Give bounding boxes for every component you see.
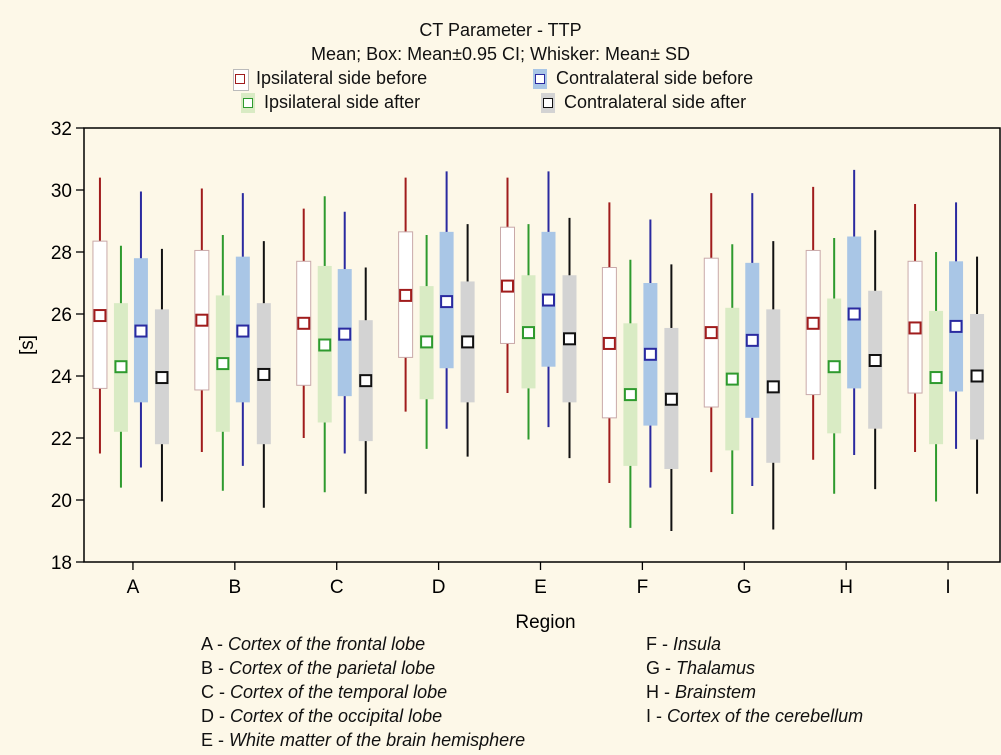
region-code: H - bbox=[646, 682, 675, 702]
mean-marker bbox=[542, 293, 555, 307]
x-tick-label: D bbox=[432, 577, 446, 598]
y-tick-label: 24 bbox=[51, 367, 73, 388]
mean-marker bbox=[318, 338, 332, 352]
x-tick-label: I bbox=[945, 577, 950, 598]
region-name: Insula bbox=[673, 634, 722, 654]
x-tick-label: H bbox=[839, 577, 853, 598]
region-key-item: C - Cortex of the temporal lobe bbox=[201, 682, 447, 703]
mean-marker bbox=[93, 309, 107, 323]
mean-marker bbox=[195, 313, 209, 327]
x-tick-label: E bbox=[534, 577, 547, 598]
mean-marker bbox=[461, 335, 475, 349]
legend-label-ipsi-after: Ipsilateral side after bbox=[264, 92, 421, 112]
mean-marker bbox=[114, 360, 128, 374]
region-key-item: A - Cortex of the frontal lobe bbox=[201, 634, 425, 655]
mean-marker bbox=[420, 335, 434, 349]
region-name: White matter of the brain hemisphere bbox=[229, 730, 526, 750]
region-key-item: D - Cortex of the occipital lobe bbox=[201, 706, 442, 727]
region-name: Cortex of the cerebellum bbox=[667, 706, 864, 726]
region-code: D - bbox=[201, 706, 230, 726]
legend-symbol-contra-before bbox=[530, 68, 550, 89]
mean-marker bbox=[929, 371, 943, 385]
mean-marker bbox=[134, 324, 148, 338]
legend-item-ipsi-after: Ipsilateral side after bbox=[238, 92, 420, 113]
region-name: Cortex of the temporal lobe bbox=[230, 682, 448, 702]
x-tick-label: C bbox=[330, 577, 344, 598]
region-key-item: B - Cortex of the parietal lobe bbox=[201, 658, 435, 679]
y-tick-label: 32 bbox=[51, 119, 72, 140]
region-name: Brainstem bbox=[675, 682, 757, 702]
mean-marker bbox=[725, 372, 739, 386]
region-code: A - bbox=[201, 634, 229, 654]
x-tick-label: B bbox=[228, 577, 241, 598]
region-code: B - bbox=[201, 658, 230, 678]
legend-item-contra-before: Contralateral side before bbox=[530, 68, 753, 89]
region-code: I - bbox=[646, 706, 667, 726]
mean-marker bbox=[155, 371, 169, 385]
mean-marker bbox=[563, 332, 576, 346]
x-tick-label: F bbox=[637, 577, 649, 598]
mean-marker bbox=[359, 374, 373, 388]
region-name: Cortex of the occipital lobe bbox=[230, 706, 443, 726]
x-tick-label: G bbox=[737, 577, 752, 598]
mean-marker bbox=[522, 326, 535, 340]
region-key-item: E - White matter of the brain hemisphere bbox=[201, 730, 525, 751]
region-key-item: H - Brainstem bbox=[646, 682, 756, 703]
x-tick-label: A bbox=[127, 577, 140, 598]
region-key-item: I - Cortex of the cerebellum bbox=[646, 706, 863, 727]
mean-marker bbox=[908, 321, 922, 335]
mean-marker bbox=[704, 326, 718, 340]
y-axis-label: [s] bbox=[17, 335, 38, 355]
region-key-item: G - Thalamus bbox=[646, 658, 755, 679]
mean-marker bbox=[949, 319, 963, 333]
mean-marker bbox=[338, 327, 352, 341]
mean-marker bbox=[297, 316, 311, 330]
y-tick-label: 26 bbox=[51, 305, 72, 326]
y-tick-label: 28 bbox=[51, 243, 72, 264]
x-axis-label: Region bbox=[515, 612, 575, 633]
y-tick-label: 20 bbox=[51, 491, 72, 512]
y-tick-label: 18 bbox=[51, 553, 72, 574]
mean-marker bbox=[623, 388, 637, 402]
mean-marker bbox=[664, 392, 678, 406]
mean-marker bbox=[440, 295, 454, 309]
region-name: Cortex of the frontal lobe bbox=[228, 634, 426, 654]
region-key-item: F - Insula bbox=[646, 634, 721, 655]
mean-marker bbox=[257, 367, 271, 381]
plot-frame bbox=[83, 127, 1001, 563]
legend-symbol-ipsi-after bbox=[238, 92, 258, 113]
mean-marker bbox=[868, 354, 882, 367]
legend-label-ipsi-before: Ipsilateral side before bbox=[256, 68, 428, 88]
region-code: F - bbox=[646, 634, 673, 654]
mean-marker bbox=[216, 357, 230, 371]
mean-marker bbox=[399, 288, 413, 302]
legend-label-contra-after: Contralateral side after bbox=[564, 92, 747, 112]
mean-marker bbox=[970, 369, 984, 383]
mean-marker bbox=[501, 279, 514, 293]
y-tick-label: 22 bbox=[51, 429, 72, 450]
chart-subtitle: Mean; Box: Mean±0.95 CI; Whisker: Mean± … bbox=[311, 44, 690, 64]
mean-marker bbox=[236, 324, 250, 338]
y-tick-label: 30 bbox=[51, 181, 72, 202]
legend-symbol-contra-after bbox=[538, 92, 558, 113]
mean-marker bbox=[827, 360, 841, 374]
mean-marker bbox=[806, 316, 820, 330]
legend-item-ipsi-before: Ipsilateral side before bbox=[230, 68, 428, 91]
region-name: Thalamus bbox=[676, 658, 756, 678]
mean-marker bbox=[766, 380, 780, 394]
mean-marker bbox=[745, 333, 759, 347]
mean-marker bbox=[643, 347, 657, 361]
region-code: G - bbox=[646, 658, 676, 678]
legend-item-contra-after: Contralateral side after bbox=[538, 92, 746, 113]
mean-marker bbox=[847, 307, 861, 321]
legend-label-contra-before: Contralateral side before bbox=[556, 68, 754, 88]
region-name: Cortex of the parietal lobe bbox=[229, 658, 436, 678]
chart-title: CT Parameter - TTP bbox=[419, 20, 582, 40]
legend-symbol-ipsi-before bbox=[230, 68, 250, 91]
region-code: E - bbox=[201, 730, 230, 750]
region-code: C - bbox=[201, 682, 230, 702]
mean-marker bbox=[602, 336, 616, 350]
